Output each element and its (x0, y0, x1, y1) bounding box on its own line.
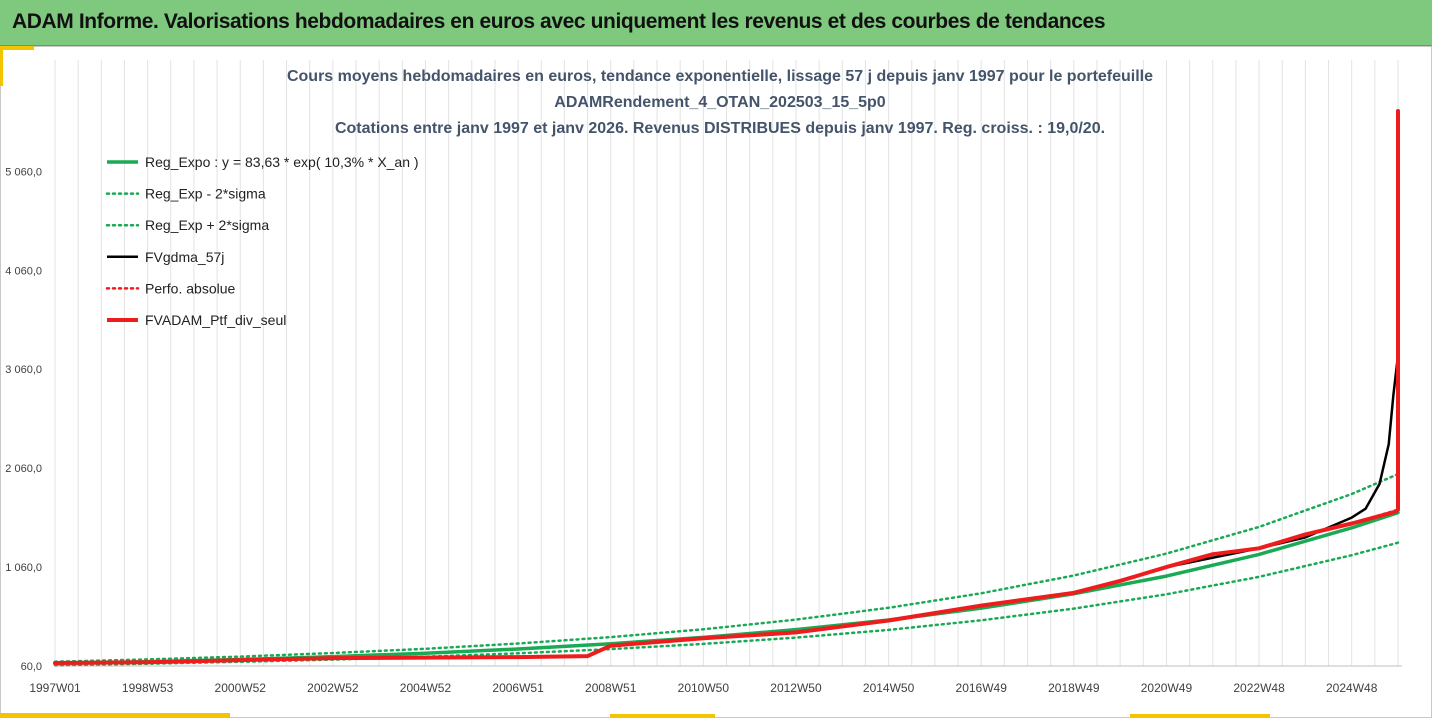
page-title: ADAM Informe. Valorisations hebdomadaire… (12, 10, 1106, 33)
x-tick-label-13: 2022W48 (1233, 681, 1285, 695)
chart-title-line-3: Cotations entre janv 1997 et janv 2026. … (335, 120, 1105, 137)
legend-label-1: Reg_Exp - 2*sigma (145, 186, 266, 202)
accent-bottom-right (1130, 714, 1270, 718)
chart-title: Cours moyens hebdomadaires en euros, ten… (287, 68, 1153, 137)
legend: Reg_Expo : y = 83,63 * exp( 10,3% * X_an… (105, 154, 419, 328)
x-tick-label-3: 2002W52 (307, 681, 359, 695)
y-tick-label-0: 60,0 (21, 661, 42, 673)
series-line-reg-exp-2-sigma (53, 541, 1400, 667)
y-axis: 60,0 1 060,0 2 060,0 3 060,0 4 060,0 5 060,0 (5, 166, 42, 673)
y-tick-label-2: 2 060,0 (5, 463, 42, 475)
y-tick-label-4: 4 060,0 (5, 265, 42, 277)
x-tick-label-1: 1998W53 (122, 681, 174, 695)
legend-label-2: Reg_Exp + 2*sigma (145, 217, 269, 233)
legend-label-0: Reg_Expo : y = 83,63 * exp( 10,3% * X_an… (145, 154, 419, 170)
chart-title-line-1: Cours moyens hebdomadaires en euros, ten… (287, 68, 1153, 85)
series-line-fvadam-ptf-div-seul (53, 109, 1400, 665)
x-tick-label-0: 1997W01 (29, 681, 81, 695)
y-tick-label-1: 1 060,0 (5, 562, 42, 574)
x-tick-label-2: 2000W52 (215, 681, 267, 695)
x-tick-label-5: 2006W51 (492, 681, 544, 695)
header-bar: ADAM Informe. Valorisations hebdomadaire… (0, 0, 1432, 46)
x-tick-label-4: 2004W52 (400, 681, 452, 695)
y-tick-label-3: 3 060,0 (5, 364, 42, 376)
legend-label-3: FVgdma_57j (145, 249, 224, 265)
accent-left (0, 46, 3, 86)
x-tick-label-7: 2010W50 (678, 681, 730, 695)
x-tick-label-14: 2024W48 (1326, 681, 1378, 695)
grid (54, 60, 1402, 667)
x-tick-label-10: 2016W49 (956, 681, 1008, 695)
legend-label-4: Perfo. absolue (145, 280, 235, 296)
x-tick-label-12: 2020W49 (1141, 681, 1193, 695)
x-axis: 1997W01 1998W53 2000W52 2002W52 2004W52 2006W… (29, 681, 1377, 695)
accent-bottom-middle (610, 714, 715, 718)
chart-title-line-2: ADAMRendement_4_OTAN_202503_15_5p0 (554, 94, 886, 111)
legend-label-5: FVADAM_Ptf_div_seul (145, 312, 286, 328)
x-tick-label-11: 2018W49 (1048, 681, 1100, 695)
x-tick-label-6: 2008W51 (585, 681, 637, 695)
y-tick-label-5: 5 060,0 (5, 166, 42, 178)
accent-top-left (0, 46, 34, 50)
x-tick-label-9: 2014W50 (863, 681, 915, 695)
series-group (53, 109, 1400, 667)
accent-bottom-left (0, 713, 230, 718)
x-tick-label-8: 2012W50 (770, 681, 822, 695)
series-line-reg-exp-2-sigma (53, 472, 1400, 663)
